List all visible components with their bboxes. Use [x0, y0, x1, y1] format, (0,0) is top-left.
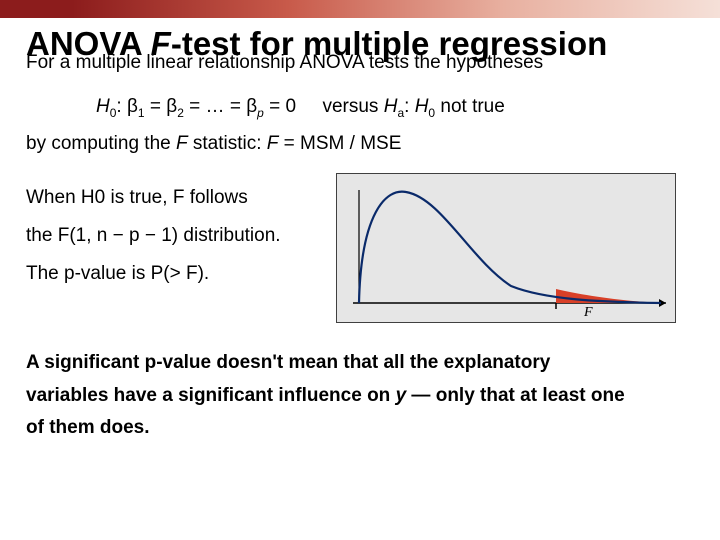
Ha-colon: :: [404, 96, 415, 117]
beta2-2: 2: [177, 105, 184, 119]
mid-line-3: The p-value is P(> F).: [26, 261, 326, 287]
compute-F: F: [176, 133, 188, 154]
slide-content: ANOVA F-test for multiple regression For…: [0, 18, 720, 444]
compute-F2: F: [267, 133, 279, 154]
l1-0: 0: [95, 187, 106, 208]
beta1-1: 1: [138, 105, 145, 119]
chart-frame: F: [336, 173, 676, 323]
mid-text: When H0 is true, F follows the F(1, n − …: [26, 179, 326, 298]
l2-n: n: [97, 225, 108, 246]
eq1: =: [145, 96, 167, 117]
compute-tail: = MSM / MSE: [278, 133, 401, 154]
hypothesis-row: H0: β1 = β2 = … = βp = 0 versus Ha: H0 n…: [96, 96, 694, 120]
l2-end: − 1) distribution.: [140, 225, 281, 246]
conclusion-line-1: A significant p-value doesn't mean that …: [26, 347, 694, 379]
mid-section: When H0 is true, F follows the F(1, n − …: [26, 179, 694, 323]
c2-y: y: [396, 385, 407, 406]
H0-H: H: [96, 96, 110, 117]
l1-tail: follows: [184, 187, 247, 208]
conclusion-line-2: variables have a significant influence o…: [26, 380, 694, 412]
compute-mid: statistic:: [188, 133, 267, 154]
dots: = … =: [184, 96, 246, 117]
beta1-b: β: [127, 96, 138, 117]
f-distribution-chart: F: [336, 173, 694, 323]
l2-F: F: [58, 225, 70, 246]
betap-b: β: [246, 96, 257, 117]
l1-H: H: [81, 187, 95, 208]
Ha-H: H: [384, 96, 398, 117]
H0-colon: :: [116, 96, 127, 117]
l3-pre: The p-value is P(>: [26, 263, 186, 284]
l2-p: p: [129, 225, 140, 246]
mid-line-2: the F(1, n − p − 1) distribution.: [26, 223, 326, 249]
l3-F: F: [186, 263, 198, 284]
versus: versus: [296, 96, 384, 117]
l1-F: F: [173, 187, 185, 208]
l2-minus: −: [107, 225, 129, 246]
Ha-H0-H: H: [415, 96, 429, 117]
conclusion-block: A significant p-value doesn't mean that …: [26, 347, 694, 444]
l1-pre: When: [26, 187, 81, 208]
svg-text:F: F: [583, 305, 593, 318]
compute-line: by computing the F statistic: F = MSM / …: [26, 133, 694, 155]
l1-mid: is true,: [105, 187, 173, 208]
mid-line-1: When H0 is true, F follows: [26, 185, 326, 211]
l2-paren: (1,: [69, 225, 96, 246]
betap-p: p: [257, 105, 264, 119]
l3-end: ).: [198, 263, 210, 284]
accent-bar: [0, 0, 720, 18]
eq-zero: = 0: [264, 96, 296, 117]
Ha-tail: not true: [435, 96, 505, 117]
l2-pre: the: [26, 225, 58, 246]
beta2-b: β: [166, 96, 177, 117]
compute-pre: by computing the: [26, 133, 176, 154]
f-curve-svg: F: [341, 178, 671, 318]
conclusion-line-3: of them does.: [26, 412, 694, 444]
c2-post: — only that at least one: [406, 385, 625, 406]
c2-pre: variables have a significant influence o…: [26, 385, 396, 406]
